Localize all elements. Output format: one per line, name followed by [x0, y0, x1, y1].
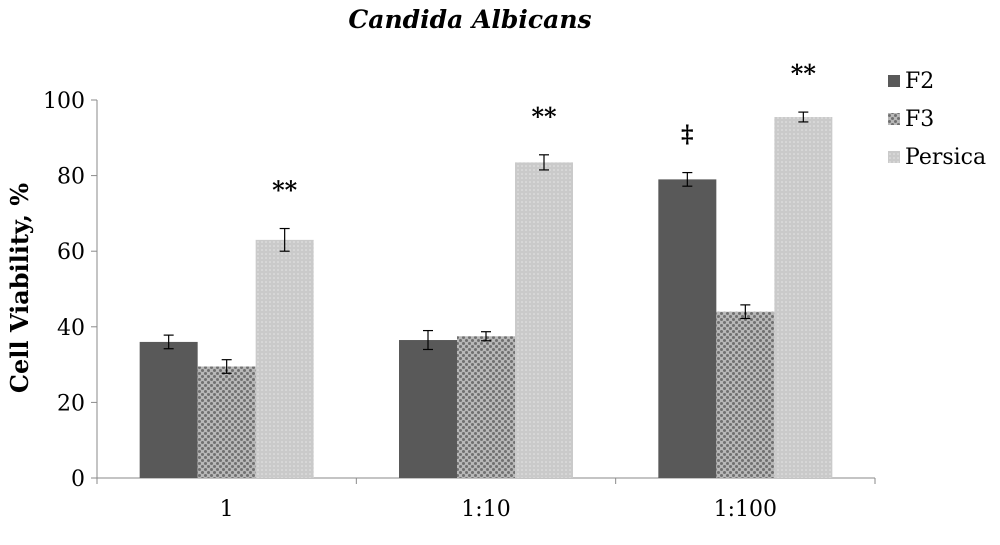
legend-label: Persica [905, 145, 986, 170]
bar [197, 366, 256, 478]
y-axis-label: Cell Viability, % [5, 183, 34, 393]
bar [716, 311, 775, 478]
x-tick-label: 1:100 [714, 497, 777, 522]
bar [139, 341, 198, 478]
chart-title: Candida Albicans [348, 5, 591, 34]
bar [255, 239, 314, 478]
y-tick-label: 20 [57, 391, 85, 416]
y-tick-label: 60 [57, 240, 85, 265]
bar [658, 179, 717, 478]
significance-marker: ‡ [681, 120, 694, 149]
y-tick-label: 80 [57, 165, 85, 190]
y-tick-label: 40 [57, 316, 85, 341]
bar [515, 162, 573, 478]
plot-area: 0 20 40 60 80 100 1 1:10 1:100 ‡ ** ** ** [43, 59, 876, 522]
legend-swatch [888, 75, 900, 87]
legend-label: F3 [905, 107, 934, 132]
legend-swatch [888, 113, 900, 125]
bar [399, 340, 457, 478]
y-tick-label: 100 [43, 89, 85, 114]
y-tick-label: 0 [71, 467, 85, 492]
legend-swatch [888, 151, 900, 163]
x-tick-label: 1:10 [461, 497, 510, 522]
bar [457, 336, 515, 478]
legend-label: F2 [905, 69, 934, 94]
bar [774, 117, 833, 478]
significance-marker: ** [272, 176, 298, 205]
significance-marker: ** [531, 102, 557, 131]
x-tick-label: 1 [220, 497, 234, 522]
legend: F2 F3 Persica [888, 69, 986, 170]
significance-marker: ** [791, 59, 817, 88]
